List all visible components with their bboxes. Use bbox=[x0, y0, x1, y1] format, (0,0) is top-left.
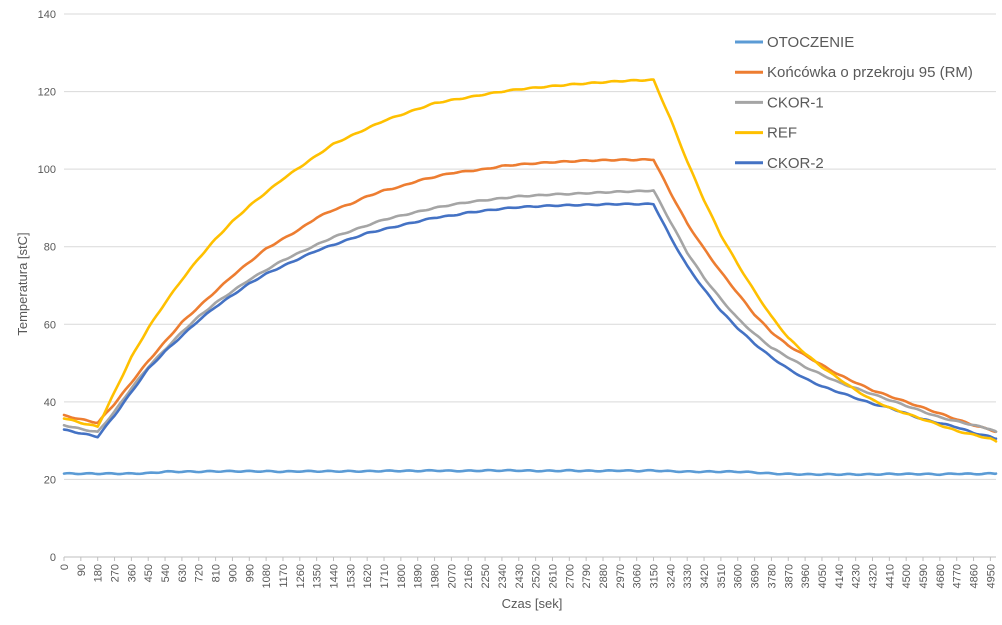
x-tick-label: 3060 bbox=[632, 564, 644, 588]
x-axis-title: Czas [sek] bbox=[502, 596, 563, 611]
series-line-ckor-2 bbox=[62, 202, 998, 441]
x-tick-label: 4050 bbox=[817, 564, 829, 588]
x-tick-label: 4590 bbox=[918, 564, 930, 588]
x-tick-labels: 0 90 180 270 360 450 540 630 720 810 900 990 1080 117… bbox=[59, 564, 997, 588]
x-tick-label: 4500 bbox=[901, 564, 913, 588]
x-tick-label: 3960 bbox=[800, 564, 812, 588]
x-tick-label: 1080 bbox=[261, 564, 273, 588]
series-line-otoczenie bbox=[62, 468, 998, 477]
y-tick-label: 0 bbox=[50, 552, 56, 564]
x-tick-label: 2520 bbox=[531, 564, 543, 588]
axes bbox=[63, 556, 996, 561]
legend-label: REF bbox=[767, 125, 797, 142]
series-lines bbox=[62, 78, 998, 477]
x-tick-label: 3780 bbox=[766, 564, 778, 588]
y-tick-label: 40 bbox=[44, 397, 56, 409]
legend-label: OTOCZENIE bbox=[767, 34, 854, 51]
x-tick-label: 4230 bbox=[851, 564, 863, 588]
series-line-ko-c-wka-o-przekroju-95-rm- bbox=[62, 157, 998, 434]
y-tick-label: 20 bbox=[44, 474, 56, 486]
x-tick-label: 3330 bbox=[682, 564, 694, 588]
x-tick-label: 2790 bbox=[581, 564, 593, 588]
x-tick-label: 540 bbox=[160, 564, 172, 582]
x-tick-label: 3510 bbox=[716, 564, 728, 588]
x-tick-label: 1260 bbox=[295, 564, 307, 588]
x-tick-label: 1710 bbox=[379, 564, 391, 588]
x-tick-label: 3150 bbox=[649, 564, 661, 588]
y-tick-label: 80 bbox=[44, 242, 56, 254]
x-tick-label: 1350 bbox=[312, 564, 324, 588]
x-tick-label: 2700 bbox=[564, 564, 576, 588]
x-tick-label: 4410 bbox=[884, 564, 896, 588]
x-tick-label: 1800 bbox=[396, 564, 408, 588]
x-tick-label: 1890 bbox=[413, 564, 425, 588]
x-tick-label: 2160 bbox=[463, 564, 475, 588]
x-tick-label: 2070 bbox=[446, 564, 458, 588]
y-axis-title: Temperatura [stC] bbox=[15, 232, 30, 335]
x-tick-label: 2610 bbox=[547, 564, 559, 588]
x-tick-label: 0 bbox=[59, 564, 71, 570]
x-tick-label: 720 bbox=[194, 564, 206, 582]
series-line-ref bbox=[62, 78, 998, 443]
y-tick-label: 140 bbox=[38, 9, 56, 21]
x-tick-label: 1440 bbox=[328, 564, 340, 588]
gridlines bbox=[64, 13, 996, 480]
x-tick-label: 360 bbox=[126, 564, 138, 582]
x-tick-label: 990 bbox=[244, 564, 256, 582]
legend-label: CKOR-1 bbox=[767, 94, 824, 111]
x-tick-label: 2340 bbox=[497, 564, 509, 588]
series-line-ckor-1 bbox=[62, 189, 998, 434]
y-tick-label: 60 bbox=[44, 319, 56, 331]
y-tick-label: 120 bbox=[38, 87, 56, 99]
y-tick-labels: 0 20 40 60 80 100 120 140 bbox=[38, 9, 56, 564]
x-tick-label: 2250 bbox=[480, 564, 492, 588]
legend-label: Końcówka o przekroju 95 (RM) bbox=[767, 64, 973, 81]
x-tick-label: 810 bbox=[211, 564, 223, 582]
x-tick-label: 1170 bbox=[278, 564, 290, 588]
x-tick-label: 2880 bbox=[598, 564, 610, 588]
x-tick-label: 4770 bbox=[952, 564, 964, 588]
legend: OTOCZENIE Końcówka o przekroju 95 (RM) CKO… bbox=[735, 34, 973, 172]
x-tick-label: 1980 bbox=[430, 564, 442, 588]
x-tick-label: 90 bbox=[76, 564, 88, 576]
x-tick-label: 4860 bbox=[969, 564, 981, 588]
x-tick-label: 3690 bbox=[750, 564, 762, 588]
x-tick-label: 4950 bbox=[985, 564, 997, 588]
x-tick-label: 3600 bbox=[733, 564, 745, 588]
x-tick-label: 3870 bbox=[783, 564, 795, 588]
x-tick-label: 4320 bbox=[867, 564, 879, 588]
y-tick-label: 100 bbox=[38, 164, 56, 176]
x-tick-label: 4140 bbox=[834, 564, 846, 588]
x-tick-label: 3420 bbox=[699, 564, 711, 588]
x-tick-label: 4680 bbox=[935, 564, 947, 588]
x-tick-label: 2430 bbox=[514, 564, 526, 588]
x-tick-label: 2970 bbox=[615, 564, 627, 588]
x-tick-label: 270 bbox=[110, 564, 122, 582]
legend-label: CKOR-2 bbox=[767, 155, 824, 172]
x-tick-label: 900 bbox=[227, 564, 239, 582]
x-tick-label: 3240 bbox=[665, 564, 677, 588]
x-tick-label: 180 bbox=[93, 564, 105, 582]
x-tick-label: 1530 bbox=[345, 564, 357, 588]
x-tick-label: 450 bbox=[143, 564, 155, 582]
x-tick-label: 630 bbox=[177, 564, 189, 582]
x-tick-label: 1620 bbox=[362, 564, 374, 588]
